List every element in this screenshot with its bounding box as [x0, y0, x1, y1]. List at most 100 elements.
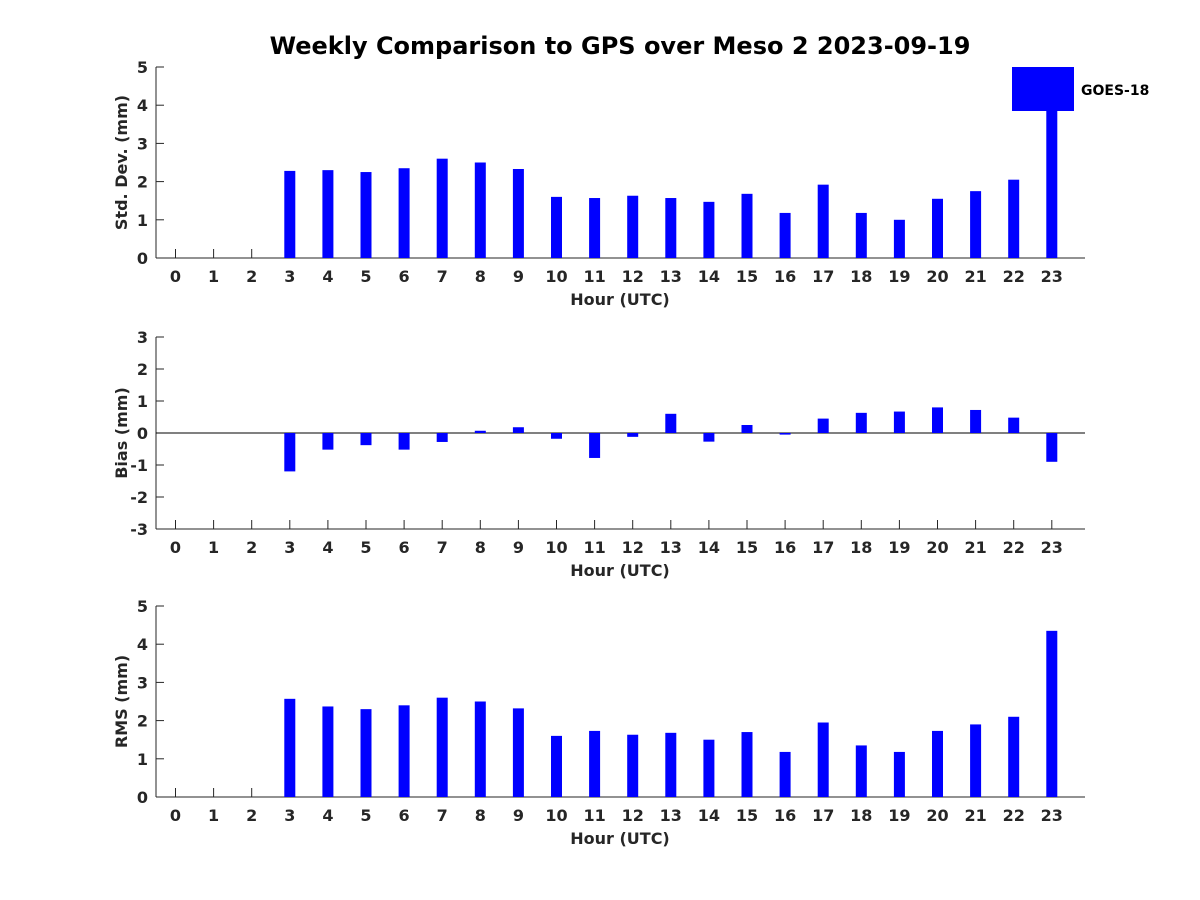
bar-bias-14: [703, 433, 715, 442]
y-tick-label: 5: [137, 597, 148, 616]
x-tick-label: 8: [475, 806, 486, 825]
x-tick-label: 22: [1003, 267, 1025, 286]
bar-std-12: [627, 195, 639, 258]
bar-bias-20: [932, 407, 943, 433]
bar-rms-6: [398, 705, 410, 797]
bar-rms-5: [360, 709, 372, 797]
x-tick-label: 10: [545, 538, 567, 557]
x-tick-label: 23: [1041, 538, 1063, 557]
x-tick-label: 1: [208, 267, 219, 286]
x-tick-label: 20: [926, 267, 948, 286]
legend-label: GOES-18: [1081, 83, 1149, 99]
bar-bias-15: [741, 425, 753, 433]
x-tick-label: 4: [322, 538, 333, 557]
x-tick-label: 3: [284, 806, 295, 825]
x-tick-label: 12: [622, 806, 644, 825]
y-tick-label: -3: [130, 520, 148, 539]
legend: GOES-18: [1012, 67, 1149, 111]
x-tick-label: 6: [399, 538, 410, 557]
bar-rms-3: [284, 698, 296, 797]
bar-std-5: [360, 172, 372, 258]
bar-bias-8: [474, 430, 486, 433]
x-tick-label: 18: [850, 538, 872, 557]
y-tick-label: 1: [137, 211, 148, 230]
y-tick-label: 5: [137, 58, 148, 77]
x-tick-label: 6: [399, 267, 410, 286]
bar-std-22: [1008, 179, 1020, 258]
y-tick-label: 3: [137, 673, 148, 692]
x-tick-label: 7: [437, 806, 448, 825]
x-tick-label: 18: [850, 806, 872, 825]
x-axis-label: Hour (UTC): [570, 561, 670, 580]
x-tick-label: 0: [170, 267, 181, 286]
x-tick-label: 7: [437, 267, 448, 286]
x-tick-label: 19: [888, 267, 910, 286]
x-tick-label: 16: [774, 806, 796, 825]
bar-rms-8: [474, 701, 486, 797]
bar-bias-22: [1008, 417, 1020, 433]
x-tick-label: 16: [774, 538, 796, 557]
x-tick-label: 5: [360, 267, 371, 286]
x-tick-label: 11: [583, 267, 605, 286]
bar-bias-17: [817, 418, 829, 433]
x-tick-label: 23: [1041, 267, 1063, 286]
y-tick-label: 4: [137, 96, 148, 115]
bar-rms-23: [1046, 630, 1058, 797]
y-tick-label: 2: [137, 173, 148, 192]
x-tick-label: 8: [475, 267, 486, 286]
bar-std-23: [1046, 110, 1058, 259]
bar-std-21: [970, 191, 982, 258]
bar-std-10: [551, 196, 562, 258]
x-tick-label: 9: [513, 267, 524, 286]
bar-bias-19: [893, 411, 905, 433]
bar-std-14: [703, 201, 715, 258]
x-tick-label: 9: [513, 538, 524, 557]
x-tick-label: 5: [360, 538, 371, 557]
bar-rms-21: [970, 724, 982, 797]
x-tick-label: 20: [926, 538, 948, 557]
bar-std-15: [741, 193, 753, 258]
y-tick-label: 2: [137, 712, 148, 731]
x-tick-label: 17: [812, 267, 834, 286]
bar-std-13: [665, 198, 677, 258]
x-tick-label: 22: [1003, 538, 1025, 557]
x-tick-label: 11: [583, 538, 605, 557]
bar-std-9: [512, 168, 524, 258]
x-tick-label: 7: [437, 538, 448, 557]
x-tick-label: 4: [322, 267, 333, 286]
bar-rms-22: [1008, 716, 1020, 797]
x-tick-label: 8: [475, 538, 486, 557]
bar-std-20: [932, 198, 943, 258]
bar-rms-4: [322, 706, 334, 797]
x-tick-label: 0: [170, 806, 181, 825]
bar-std-17: [817, 184, 829, 258]
x-tick-label: 14: [698, 267, 720, 286]
x-tick-label: 14: [698, 806, 720, 825]
bar-std-11: [589, 198, 601, 258]
x-tick-label: 13: [660, 806, 682, 825]
x-tick-label: 12: [622, 538, 644, 557]
x-axis-label: Hour (UTC): [570, 829, 670, 848]
y-tick-label: 0: [137, 424, 148, 443]
y-axis-label: Bias (mm): [112, 387, 131, 479]
x-tick-label: 22: [1003, 806, 1025, 825]
bar-std-6: [398, 168, 410, 258]
x-tick-label: 23: [1041, 806, 1063, 825]
x-tick-label: 5: [360, 806, 371, 825]
x-tick-label: 16: [774, 267, 796, 286]
x-tick-label: 10: [545, 806, 567, 825]
x-tick-label: 4: [322, 806, 333, 825]
x-tick-label: 19: [888, 806, 910, 825]
y-axis-label: Std. Dev. (mm): [112, 95, 131, 230]
y-tick-label: 0: [137, 249, 148, 268]
bar-bias-23: [1046, 433, 1058, 462]
bar-rms-9: [512, 708, 524, 797]
bar-std-18: [855, 212, 867, 258]
x-tick-label: 12: [622, 267, 644, 286]
x-tick-label: 17: [812, 538, 834, 557]
bar-bias-4: [322, 433, 334, 450]
bar-rms-17: [817, 722, 829, 797]
y-tick-label: 3: [137, 134, 148, 153]
